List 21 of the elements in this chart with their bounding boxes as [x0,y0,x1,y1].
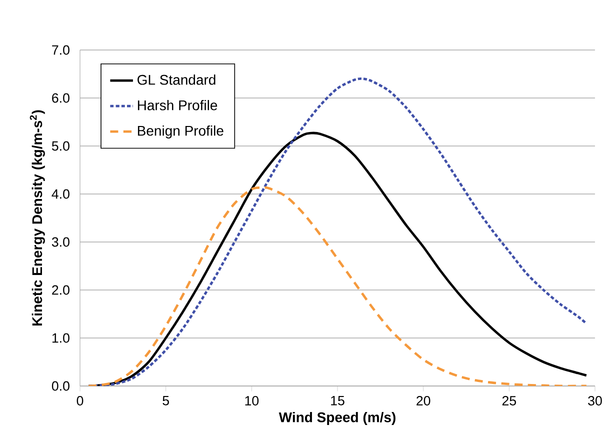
x-tick-label: 0 [76,396,84,406]
y-axis-title: Kinetic Energy Density (kg/m-s$^{2}$) [30,110,45,326]
y-tick-label: 2.0 [52,285,70,295]
y-tick-label: 1.0 [52,333,70,343]
legend-label: Harsh Profile [138,100,218,110]
legend-label: GL Standard [138,74,216,85]
x-tick-label: 25 [502,396,516,406]
y-tick-label: 6.0 [52,93,70,103]
y-tick-label: 3.0 [52,237,70,247]
x-tick-label: 20 [416,396,430,406]
x-tick-label: 30 [588,396,602,406]
line-series [87,186,588,386]
y-tick-label: 0.0 [52,381,70,391]
x-axis-title: Wind Speed (m/s) [278,412,396,426]
legend-label: Benign Profile [138,125,224,139]
y-tick-label: 5.0 [52,141,70,151]
y-tick-label: 7.0 [52,45,70,55]
y-tick-label: 4.0 [52,189,70,199]
x-tick-label: 15 [331,396,344,406]
x-tick-label: 5 [162,396,169,406]
x-tick-label: 10 [245,396,259,406]
